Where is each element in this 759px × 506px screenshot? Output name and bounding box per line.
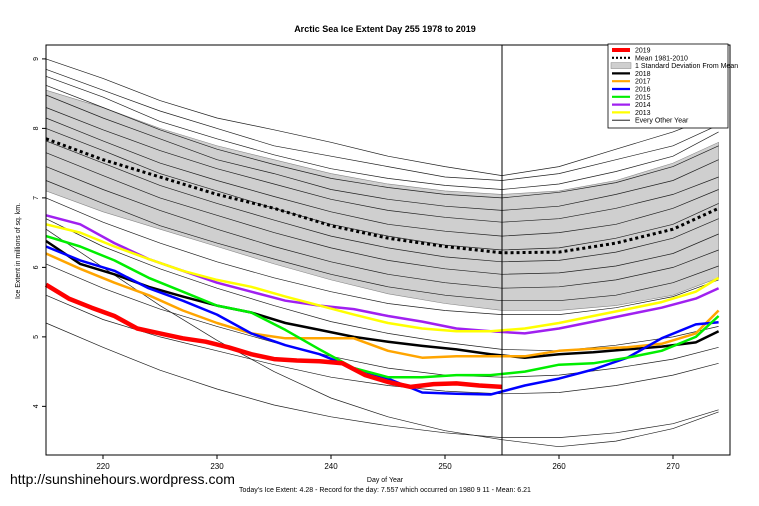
y-tick-label: 5 [33, 335, 40, 339]
chart-title: Arctic Sea Ice Extent Day 255 1978 to 20… [294, 24, 476, 34]
x-axis-label: Day of Year [367, 477, 404, 484]
legend-label-2017: 2017 [635, 79, 651, 86]
x-tick-label: 260 [552, 462, 566, 471]
other-year-line [45, 84, 719, 199]
legend-label-2013: 2013 [635, 110, 651, 117]
x-axis-ticks: 220 230 240 250 260 270 [96, 455, 680, 471]
other-year-line [45, 180, 719, 302]
other-year-line [45, 197, 719, 315]
y-tick-label: 6 [33, 265, 40, 269]
other-years-layer [45, 58, 719, 448]
series-layer [44, 214, 720, 396]
series-line-2019 [44, 282, 503, 390]
y-axis-label: Ice Extent in millions of sq. km. [15, 203, 22, 299]
y-tick-label: 4 [33, 404, 40, 408]
series-line-2016 [45, 245, 719, 396]
legend-label-mean-1981-2010: Mean 1981-2010 [635, 55, 688, 62]
x-tick-label: 270 [666, 462, 680, 471]
other-year-line [45, 166, 719, 289]
x-tick-label: 240 [324, 462, 338, 471]
sd-band-layer [45, 89, 719, 311]
plot-frame [45, 44, 731, 456]
other-year-line [45, 107, 719, 223]
sd-band [45, 89, 719, 311]
x-tick-label: 220 [96, 462, 110, 471]
series-line-2015 [45, 234, 720, 379]
legend-label-1-standard-deviation-from-mean: 1 Standard Deviation From Mean [635, 63, 738, 70]
legend-label-2019: 2019 [635, 48, 651, 55]
y-tick-label: 9 [33, 57, 40, 61]
other-year-line [45, 218, 719, 352]
mean-layer [45, 137, 720, 255]
other-year-line [45, 68, 719, 181]
other-year-line [45, 294, 719, 395]
legend-label-every-other-year: Every Other Year [635, 118, 689, 125]
legend-label-2016: 2016 [635, 87, 651, 94]
other-year-line [45, 94, 719, 211]
other-year-line [45, 152, 719, 275]
y-tick-label: 7 [33, 196, 40, 200]
other-year-line [45, 263, 719, 378]
source-url: http://sunshinehours.wordpress.com [10, 471, 235, 487]
other-year-line [45, 228, 719, 448]
other-year-line [45, 140, 719, 263]
series-line-2013 [45, 223, 720, 333]
other-year-line [45, 128, 719, 251]
other-year-line [45, 75, 719, 190]
other-year-line [45, 58, 719, 176]
legend-swatch [610, 62, 632, 69]
y-tick-label: 8 [33, 126, 40, 130]
series-line-2018 [45, 239, 720, 359]
x-tick-label: 230 [210, 462, 224, 471]
legend-label-2015: 2015 [635, 94, 651, 101]
mean-line [45, 137, 720, 255]
series-line-2017 [45, 252, 720, 359]
other-year-line [45, 117, 719, 237]
x-tick-label: 250 [438, 462, 452, 471]
legend-label-2014: 2014 [635, 102, 651, 109]
legend-label-2018: 2018 [635, 71, 651, 78]
other-year-line [45, 322, 719, 438]
y-axis-ticks: 4 5 6 7 8 9 [33, 57, 46, 408]
chart-subtitle: Today's Ice Extent: 4.28 - Record for th… [239, 487, 531, 494]
